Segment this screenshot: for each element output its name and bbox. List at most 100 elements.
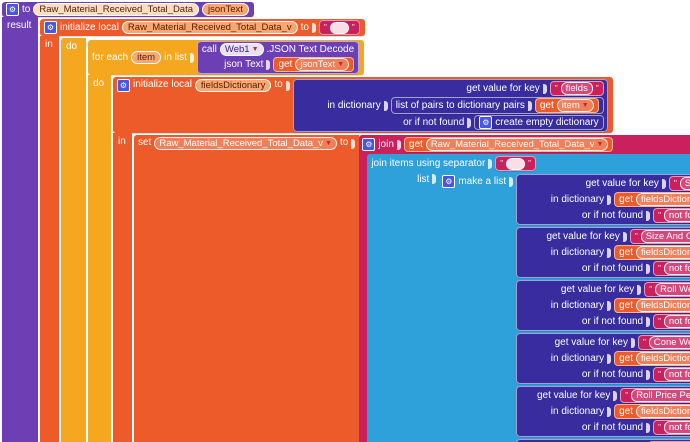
get-fields-dictionary-block[interactable]: get fieldsDictionary ▼ (614, 404, 690, 419)
variable-dropdown[interactable]: jsonText ▼ (295, 58, 350, 71)
join-block[interactable]: ⚙ join get (359, 135, 690, 442)
dict-lookup-fields-block[interactable]: get value for key " fields (292, 79, 608, 132)
mutator-gear-icon[interactable]: ⚙ (362, 138, 376, 151)
key-string-block[interactable]: " Roll Weight " (644, 282, 690, 297)
initialize-local-outer-header[interactable]: ⚙ initialize local Raw_Material_Received… (40, 19, 365, 36)
variable-dropdown[interactable]: item ▼ (556, 99, 594, 112)
value-socket (396, 139, 401, 150)
initialize-local-fields-block[interactable]: ⚙ initialize local fieldsDictionary to (113, 77, 690, 442)
for-each-header[interactable]: for each item in list (88, 40, 365, 75)
variable-dropdown[interactable]: fieldsDictionary ▼ (636, 405, 690, 418)
loop-item-field[interactable]: item (131, 51, 162, 64)
get-value-for-key-label: get value for key (466, 83, 540, 94)
to-label: to (339, 137, 349, 148)
create-empty-dictionary-block[interactable]: ⚙ create empty dictionary (474, 115, 604, 130)
variable-dropdown[interactable]: fieldsDictionary ▼ (636, 193, 690, 206)
do-label: do (93, 78, 105, 89)
string-field[interactable]: fields (560, 82, 593, 95)
quote-mark: " (634, 231, 638, 241)
key-string-block[interactable]: " fields " (549, 81, 604, 96)
string-field[interactable]: not found (663, 368, 690, 381)
initialize-local-in-spine: in (40, 36, 59, 442)
dict-lookup-block[interactable]: get value for key " (516, 227, 690, 278)
string-field[interactable]: not found (663, 315, 690, 328)
variable-dropdown[interactable]: Raw_Material_Received_Total_Data_v ▼ (425, 138, 609, 151)
fallback-string-block[interactable]: " not found " (653, 208, 690, 223)
key-string-block[interactable]: " Cone Weight " (637, 335, 690, 350)
make-a-list-block[interactable]: ⚙ make a list (439, 172, 690, 442)
string-field[interactable]: Size And Color (640, 230, 690, 243)
procedure-header[interactable]: ⚙ to Raw_Material_Received_Total_Data js… (2, 2, 254, 17)
string-field[interactable]: Roll Weight (655, 283, 690, 296)
initialize-local-outer-block[interactable]: ⚙ initialize local Raw_Material_Received… (40, 19, 690, 442)
quote-mark: " (649, 284, 653, 294)
for-each-do-spine: do (88, 75, 111, 442)
key-string-block[interactable]: " Roll Price Per Kg " (620, 388, 690, 403)
variable-dropdown[interactable]: Raw_Material_Received_Total_Data_v ▼ (154, 137, 337, 150)
local-variable-name-field[interactable]: fieldsDictionary (194, 79, 272, 92)
local-variable-name-field[interactable]: Raw_Material_Received_Total_Data_v (121, 21, 298, 34)
set-variable-block[interactable]: set Raw_Material_Received_Total_Data_v ▼ (134, 135, 690, 442)
value-socket (527, 100, 532, 111)
key-string-block[interactable]: " Size And Color " (629, 229, 690, 244)
get-value-for-key-label: get value for key (536, 390, 611, 401)
or-if-not-found-label: or if not found (581, 422, 644, 433)
variable-dropdown[interactable]: fieldsDictionary ▼ (636, 246, 690, 259)
variable-dropdown[interactable]: fieldsDictionary ▼ (636, 299, 690, 312)
dict-lookup-block[interactable]: get value for key " (516, 333, 690, 384)
value-socket (467, 117, 472, 128)
get-item-block[interactable]: get item ▼ (534, 98, 599, 113)
join-items-block[interactable]: join items using separator " (367, 154, 690, 442)
procedure-param-field[interactable]: jsonText (202, 3, 249, 16)
mutator-gear-icon[interactable]: ⚙ (117, 79, 130, 92)
string-field[interactable]: not found (663, 421, 690, 434)
in-dictionary-label: in dictionary (327, 100, 381, 111)
mutator-gear-icon[interactable]: ⚙ (44, 21, 57, 34)
variable-name: fieldsDictionary (641, 247, 690, 258)
get-fields-dictionary-block[interactable]: get fieldsDictionary ▼ (614, 351, 690, 366)
string-field[interactable]: not found (663, 209, 690, 222)
string-field[interactable] (329, 21, 349, 34)
variable-dropdown[interactable]: fieldsDictionary ▼ (636, 352, 690, 365)
get-jsontext-block[interactable]: get jsonText ▼ (273, 57, 355, 72)
string-field[interactable]: Cone Weight (648, 336, 690, 349)
set-variable-header[interactable]: set Raw_Material_Received_Total_Data_v ▼ (134, 135, 360, 442)
dropdown-arrow-icon: ▼ (596, 141, 604, 148)
string-field[interactable]: not found (663, 262, 690, 275)
for-each-block[interactable]: for each item in list (88, 40, 690, 442)
fallback-string-block[interactable]: " not found " (653, 314, 690, 329)
fallback-string-block[interactable]: " not found " (653, 367, 690, 382)
string-field[interactable] (506, 157, 526, 170)
get-label: get (619, 299, 634, 311)
get-accumulator-block[interactable]: get Raw_Material_Received_Total_Data_v ▼ (403, 137, 614, 152)
mutator-gear-icon[interactable]: ⚙ (479, 116, 493, 129)
list-of-pairs-label: list of pairs to dictionary (395, 99, 501, 111)
procedure-name-field[interactable]: Raw_Material_Received_Total_Data (33, 3, 200, 16)
string-field[interactable]: SI No (679, 177, 690, 190)
fallback-string-block[interactable]: " not found " (653, 420, 690, 435)
string-field[interactable]: Roll Price Per Kg (631, 389, 690, 402)
get-fields-dictionary-block[interactable]: get fieldsDictionary ▼ (614, 245, 690, 260)
mutator-gear-icon[interactable]: ⚙ (6, 3, 19, 16)
list-of-pairs-block[interactable]: list of pairs to dictionary pairs get (390, 97, 604, 114)
initialize-local-fields-header[interactable]: ⚙ initialize local fieldsDictionary to (113, 77, 613, 133)
empty-string-block[interactable]: " " (318, 20, 360, 35)
get-fields-dictionary-block[interactable]: get fieldsDictionary ▼ (614, 298, 690, 313)
component-dropdown[interactable]: Web1 ▼ (219, 43, 264, 56)
quote-mark: " (658, 316, 661, 326)
do-spine: do (61, 38, 86, 442)
get-fields-dictionary-block[interactable]: get fieldsDictionary ▼ (614, 192, 690, 207)
dict-lookup-block[interactable]: get value for key " (516, 386, 690, 437)
call-method-block[interactable]: call Web1 ▼ .JSON Text Decode (196, 41, 360, 74)
do-result-block[interactable]: do for each item in list (61, 38, 690, 442)
quote-mark: " (658, 210, 661, 220)
dict-lookup-block[interactable]: get value for key " (516, 280, 690, 331)
or-if-not-found-label: or if not found (581, 316, 644, 327)
dict-lookup-block[interactable]: get value for key " (516, 174, 690, 225)
value-socket (383, 100, 388, 111)
mutator-gear-icon[interactable]: ⚙ (442, 175, 456, 188)
fallback-string-block[interactable]: " not found " (653, 261, 690, 276)
key-string-block[interactable]: " SI No " (668, 176, 690, 191)
separator-string-block[interactable]: " " (495, 156, 536, 171)
